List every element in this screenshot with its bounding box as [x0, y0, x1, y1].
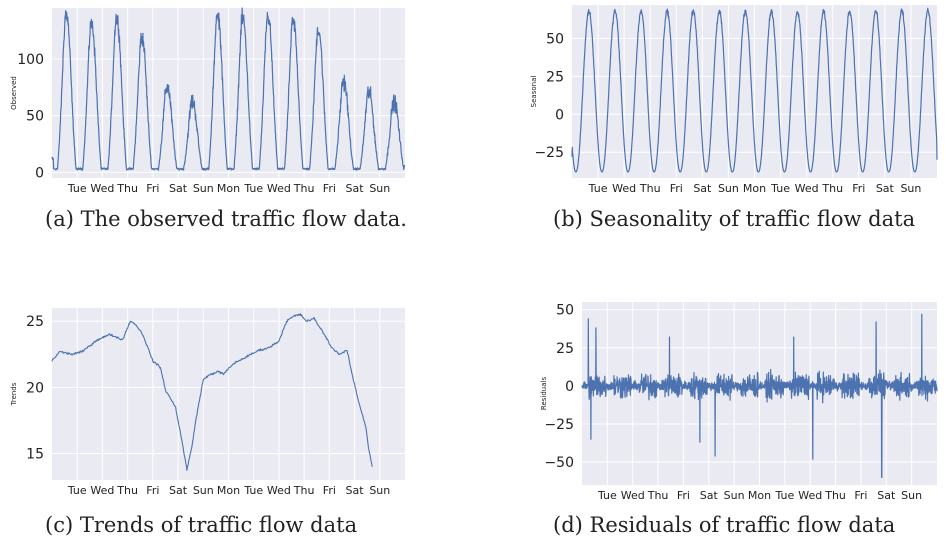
x-tick-label: Wed — [612, 182, 636, 195]
x-tick-label: Fri — [677, 489, 690, 502]
x-tick-label: Thu — [824, 489, 846, 502]
x-tick-label: Mon — [217, 182, 240, 195]
x-tick-label: Sun — [900, 182, 921, 195]
x-tick-label: Sun — [369, 182, 390, 195]
panel-seasonal: −25 0 25 50 Tue Wed Thu Fri Sat Sun Mon Tue Wed Thu Fr… — [520, 0, 951, 200]
panel-trends: 15 20 25 Tue Wed Thu Fri Sat Sun Mon Tue Wed Thu Fri S… — [0, 300, 420, 497]
x-tick-label: Wed — [90, 182, 114, 195]
y-tick-label: 0 — [565, 379, 574, 395]
x-tick-label: Thu — [639, 182, 661, 195]
x-tick-label: Thu — [293, 484, 315, 497]
panel-residuals: −50 −25 0 25 50 Tue Wed Thu Fri Sat Sun Mon Tue Wed Th… — [520, 300, 951, 502]
x-tick-label: Wed — [267, 182, 291, 195]
x-tick-label: Sat — [346, 182, 365, 195]
y-tick-label: 50 — [26, 109, 44, 125]
x-tick-label: Sun — [369, 484, 390, 497]
x-tick-label: Mon — [743, 182, 766, 195]
x-tick-label: Sun — [901, 489, 922, 502]
series-line — [51, 7, 406, 171]
panel-observed: 0 50 100 Tue Wed Thu Fri Sat Sun Mon Tue Wed Thu Fri S… — [0, 0, 420, 200]
x-tick-label: Tue — [774, 489, 794, 502]
caption-residuals: (d) Residuals of traffic flow data — [553, 513, 896, 537]
series-line — [571, 7, 938, 173]
x-tick-label: Sun — [193, 182, 214, 195]
x-tick-label: Tue — [67, 182, 87, 195]
x-tick-label: Wed — [90, 484, 114, 497]
x-tick-label: Fri — [146, 182, 159, 195]
x-tick-label: Tue — [243, 182, 263, 195]
x-tick-label: Tue — [770, 182, 790, 195]
x-tick-label: Fri — [854, 489, 867, 502]
x-tick-label: Sat — [169, 484, 188, 497]
y-tick-label: 100 — [17, 52, 44, 68]
x-tick-label: Fri — [852, 182, 865, 195]
x-tick-label: Tue — [588, 182, 608, 195]
x-tick-label: Fri — [323, 484, 336, 497]
x-tick-label: Tue — [597, 489, 617, 502]
caption-seasonal: (b) Seasonality of traffic flow data — [553, 207, 916, 231]
x-tick-label: Wed — [795, 182, 819, 195]
x-tick-label: Fri — [670, 182, 683, 195]
x-tick-label: Fri — [323, 182, 336, 195]
y-tick-label: 25 — [546, 69, 564, 85]
x-tick-label: Tue — [67, 484, 87, 497]
x-tick-label: Sat — [876, 182, 895, 195]
x-tick-label: Wed — [798, 489, 822, 502]
x-tick-label: Sat — [169, 182, 188, 195]
y-axis-label: Residuals — [540, 377, 548, 411]
x-tick-label: Thu — [116, 182, 138, 195]
x-tick-label: Thu — [647, 489, 669, 502]
y-tick-label: −25 — [534, 145, 564, 161]
x-tick-label: Sun — [724, 489, 745, 502]
x-tick-label: Thu — [116, 484, 138, 497]
x-tick-label: Thu — [293, 182, 315, 195]
y-tick-label: 0 — [555, 107, 564, 123]
x-tick-label: Thu — [821, 182, 843, 195]
x-tick-label: Wed — [267, 484, 291, 497]
x-tick-label: Sat — [877, 489, 896, 502]
y-tick-label: 25 — [26, 314, 44, 330]
y-tick-label: 15 — [26, 447, 44, 463]
y-tick-label: −50 — [544, 455, 574, 471]
x-tick-label: Wed — [621, 489, 645, 502]
y-tick-label: 50 — [546, 31, 564, 47]
x-tick-label: Fri — [146, 484, 159, 497]
y-tick-label: 0 — [35, 165, 44, 181]
series-line — [581, 313, 938, 478]
y-tick-label: 20 — [26, 380, 44, 396]
y-axis-label: Seasonal — [530, 76, 538, 108]
y-tick-label: 50 — [556, 303, 574, 319]
y-tick-label: −25 — [544, 417, 574, 433]
x-tick-label: Sat — [346, 484, 365, 497]
y-tick-label: 25 — [556, 341, 574, 357]
x-tick-label: Mon — [217, 484, 240, 497]
x-tick-label: Sat — [700, 489, 719, 502]
caption-observed: (a) The observed traffic flow data. — [45, 207, 407, 231]
y-axis-label: Trends — [10, 382, 18, 406]
y-axis-label: Observed — [10, 76, 18, 110]
x-tick-label: Mon — [748, 489, 771, 502]
x-tick-label: Sun — [193, 484, 214, 497]
series-line — [51, 313, 373, 471]
x-tick-label: Tue — [243, 484, 263, 497]
x-tick-label: Sun — [718, 182, 739, 195]
caption-trends: (c) Trends of traffic flow data — [45, 513, 358, 537]
x-tick-label: Sat — [693, 182, 712, 195]
